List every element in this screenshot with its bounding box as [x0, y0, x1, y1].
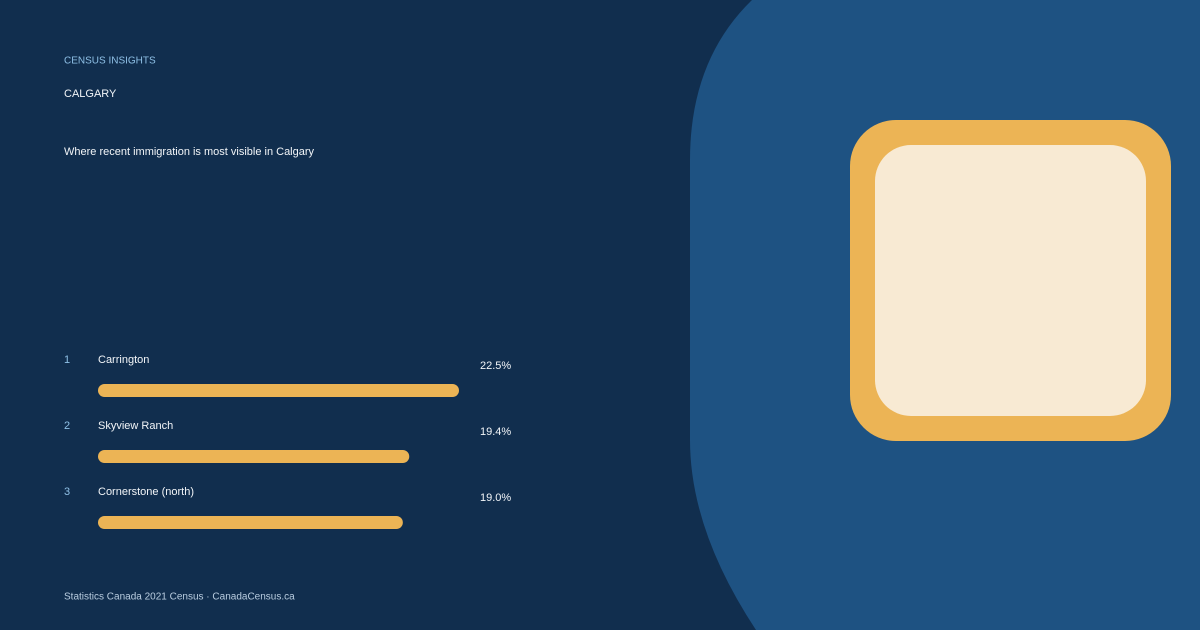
value-label: 19.4% [480, 426, 511, 438]
value-label: 22.5% [480, 360, 511, 372]
category-label: Carrington [98, 354, 149, 366]
bar [98, 450, 410, 463]
value-label: 19.0% [480, 492, 511, 504]
rank: 2 [64, 420, 70, 432]
category-label: Cornerstone (north) [98, 486, 194, 498]
bar [98, 384, 459, 397]
rank: 1 [64, 354, 70, 366]
chart-title: Where recent immigration is most visible… [64, 146, 315, 158]
category-label: Skyview Ranch [98, 420, 173, 432]
bar [98, 516, 403, 529]
eyebrow: CENSUS INSIGHTS [64, 56, 156, 67]
city: CALGARY [64, 88, 117, 100]
decor-inner [875, 145, 1146, 416]
rank: 3 [64, 486, 70, 498]
footer: Statistics Canada 2021 Census · CanadaCe… [64, 592, 295, 603]
